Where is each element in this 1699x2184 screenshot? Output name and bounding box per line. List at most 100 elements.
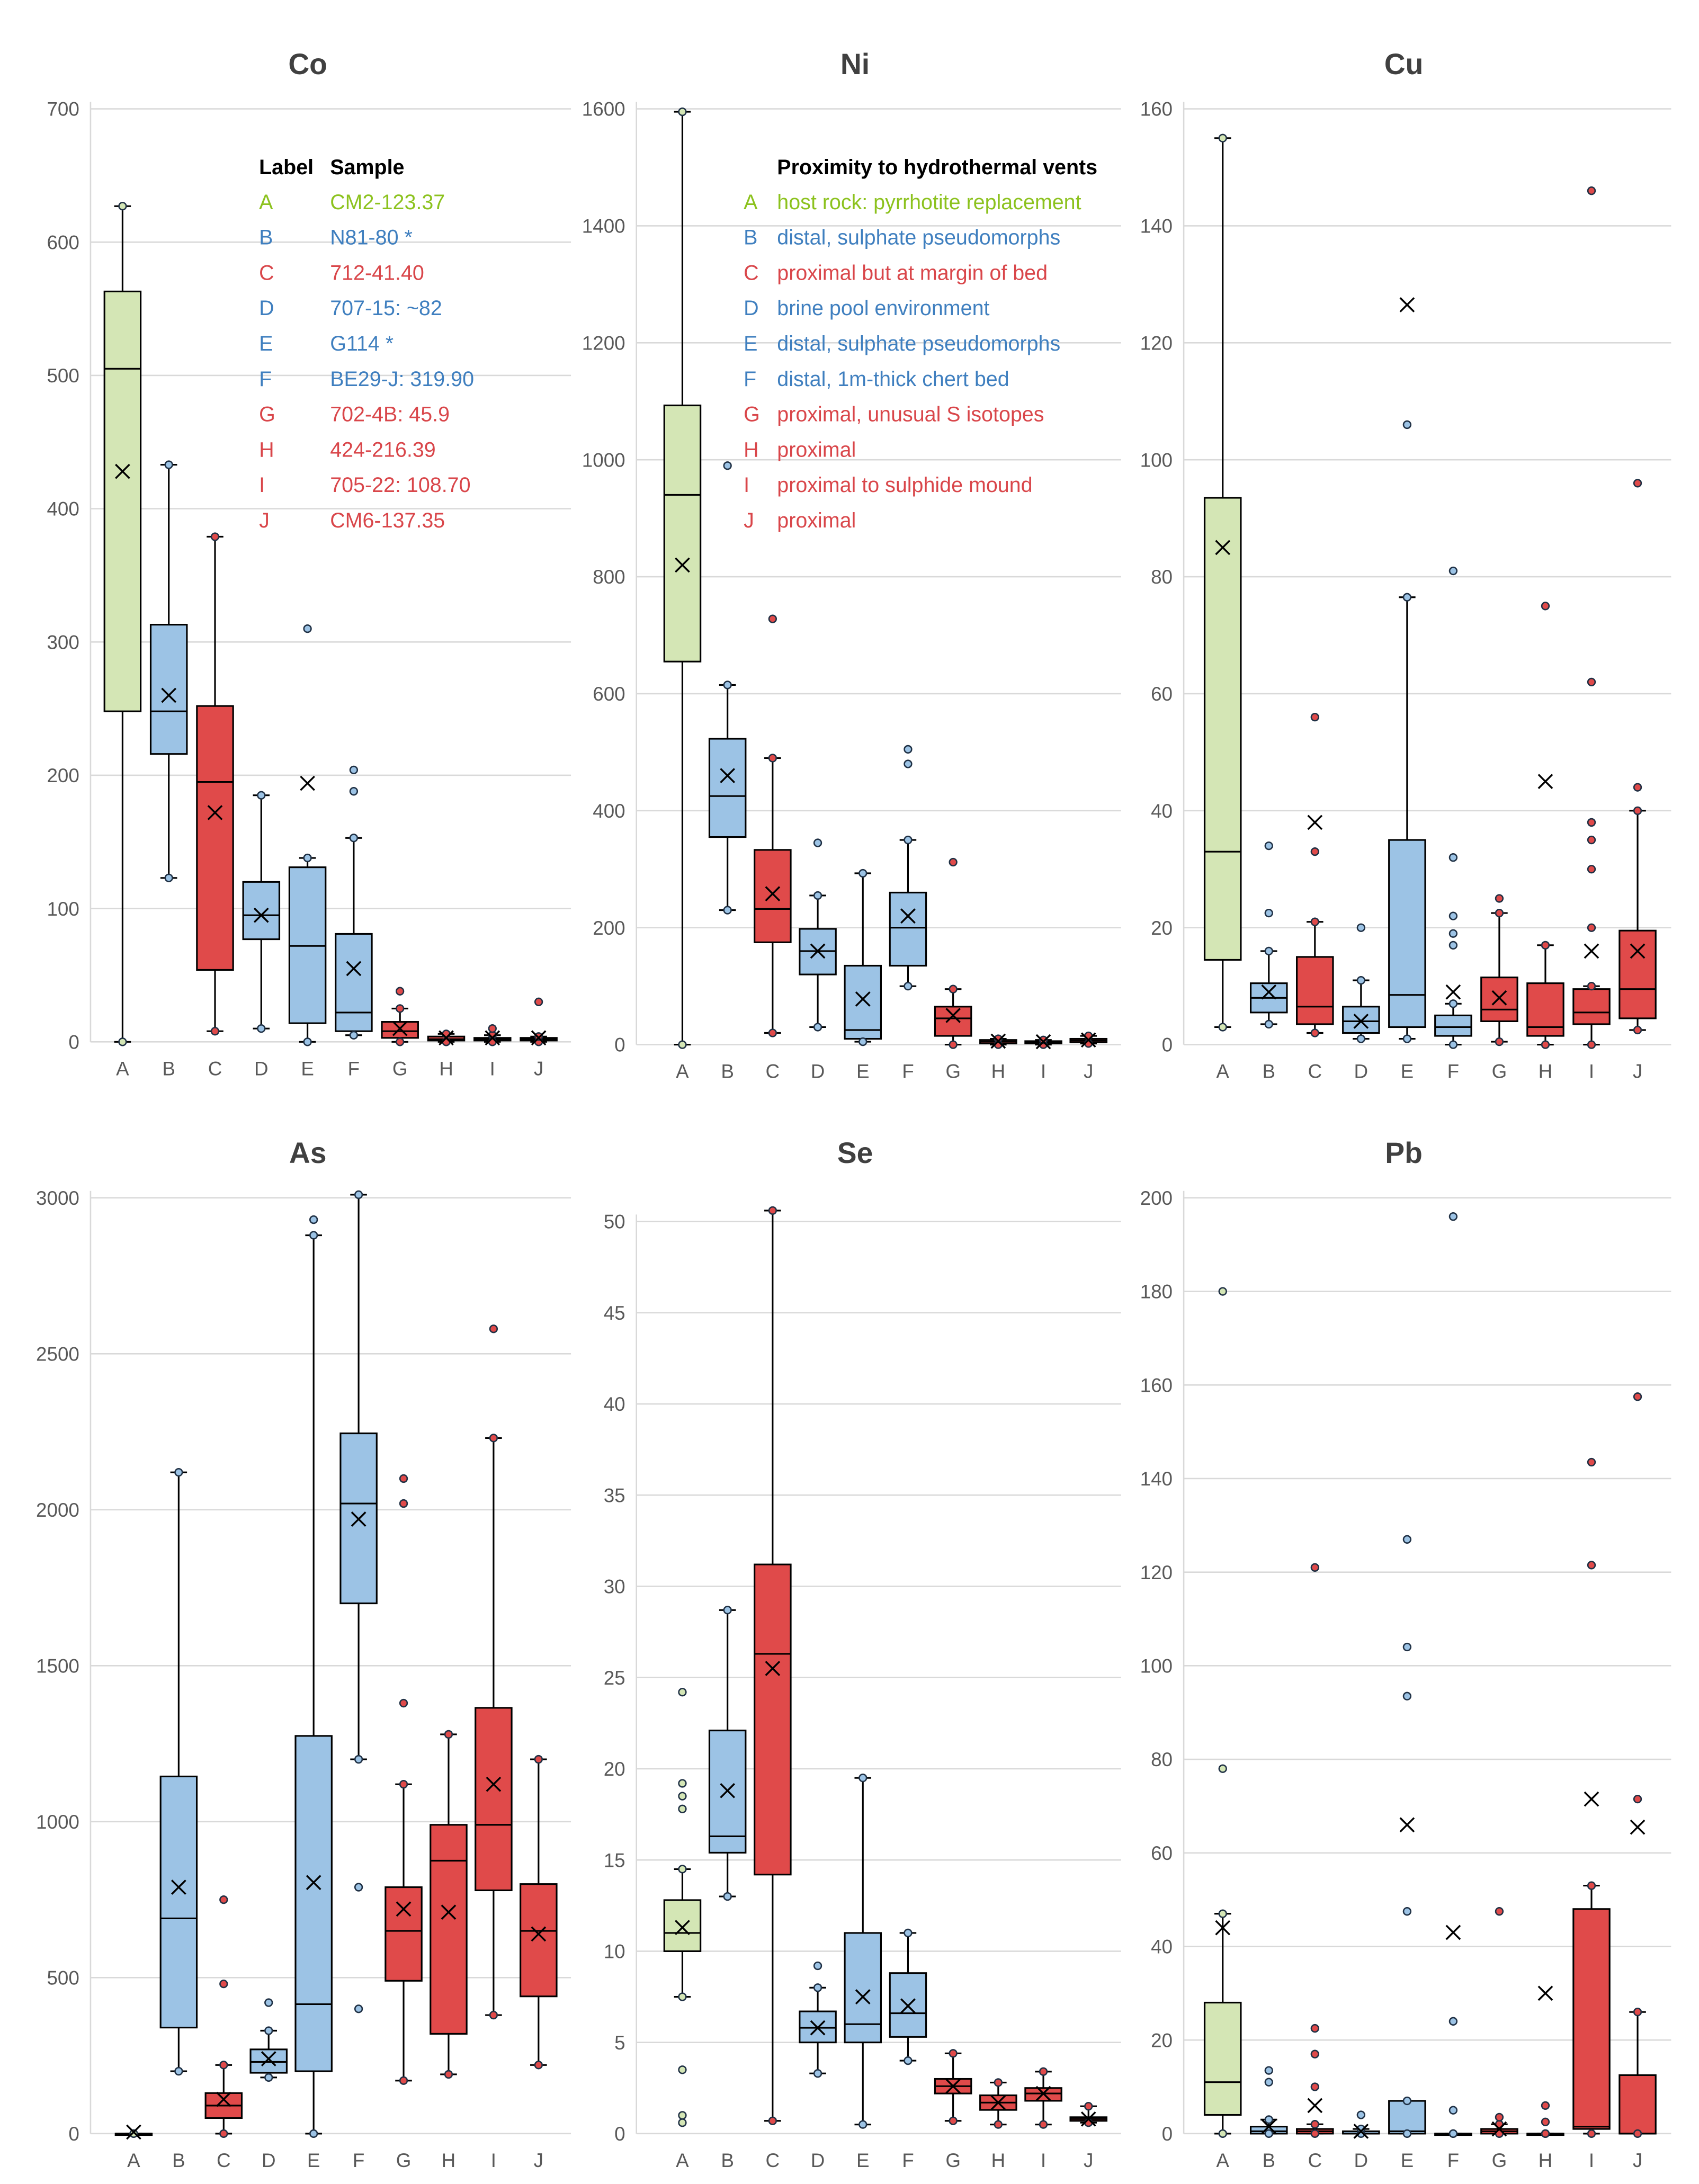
data-point	[1039, 2120, 1048, 2129]
x-tick-label: H	[439, 1058, 453, 1079]
mean-marker	[485, 1030, 500, 1046]
data-point	[1402, 2129, 1412, 2138]
y-tick-label: 80	[1151, 1749, 1173, 1770]
mean-marker	[261, 2051, 276, 2066]
legend-sample: CM6-137.35	[330, 509, 445, 532]
data-point	[678, 1688, 687, 1697]
panel-se: Se 0 5 10 15 20 25 30 35 40 45 50 A B C D E F G H I J	[604, 1136, 1121, 2171]
data-point	[1448, 2106, 1458, 2115]
data-point	[1264, 2129, 1273, 2138]
data-point	[1084, 2102, 1093, 2111]
mean-marker	[1399, 297, 1415, 312]
data-point	[1448, 1212, 1458, 1221]
data-point	[354, 1190, 363, 1200]
mean-marker	[810, 943, 826, 959]
y-tick-label: 120	[1140, 332, 1173, 354]
data-point	[904, 835, 913, 845]
y-tick-label: 40	[1151, 800, 1173, 822]
mean-x-stroke	[1445, 984, 1461, 1000]
data-point	[1541, 602, 1550, 611]
box-D	[1342, 1006, 1380, 1034]
data-point	[219, 2129, 228, 2138]
data-point	[396, 1037, 405, 1046]
data-point	[949, 2116, 958, 2125]
data-point	[396, 987, 405, 996]
mean-x-stroke	[441, 1904, 457, 1920]
data-point	[174, 2066, 183, 2076]
data-point	[1264, 946, 1273, 956]
mean-marker	[486, 1776, 502, 1792]
mean-x-stroke	[1080, 2111, 1096, 2127]
mean-marker	[1353, 2124, 1369, 2139]
x-tick-label: G	[1492, 1061, 1507, 1082]
mean-marker	[1445, 1925, 1461, 1940]
x-tick-label: D	[262, 2150, 276, 2171]
mean-marker	[1491, 2121, 1507, 2137]
x-tick-label: B	[1262, 2150, 1275, 2171]
data-point	[1448, 999, 1458, 1008]
data-point	[303, 853, 312, 863]
data-point	[210, 1027, 220, 1036]
mean-marker	[720, 768, 736, 783]
box-G	[384, 1886, 423, 1982]
x-tick-label: G	[1492, 2150, 1507, 2171]
mean-x-stroke	[253, 907, 269, 923]
x-tick-label: I	[1041, 1061, 1046, 1082]
mean-marker	[531, 1030, 547, 1046]
x-tick-label: J	[1084, 2150, 1093, 2171]
mean-marker	[300, 775, 315, 791]
x-tick-label: D	[811, 2150, 825, 2171]
legend-description: distal, 1m-thick chert bed	[777, 368, 1009, 391]
data-point	[1633, 1392, 1642, 1401]
data-point	[489, 2010, 498, 2020]
mean-x-stroke	[1307, 814, 1323, 830]
data-point	[1402, 1691, 1412, 1700]
x-tick-label: C	[766, 2150, 780, 2171]
mean-marker	[1630, 943, 1646, 959]
y-tick-label: 2500	[36, 1343, 79, 1365]
data-point	[1039, 1035, 1048, 1044]
data-point	[309, 1231, 318, 1240]
data-point	[1541, 941, 1550, 950]
y-tick-label: 3000	[36, 1187, 79, 1209]
mean-x-stroke	[531, 1926, 547, 1942]
mean-marker	[396, 1901, 412, 1917]
mean-marker	[1215, 1920, 1231, 1936]
data-point	[396, 1004, 405, 1013]
data-point	[1356, 923, 1365, 932]
legend-label: E	[259, 332, 273, 355]
y-tick-label: 35	[604, 1484, 625, 1506]
data-point	[859, 2120, 868, 2129]
mean-x-stroke	[900, 908, 916, 924]
mean-marker	[1035, 1034, 1051, 1050]
data-point	[678, 1040, 687, 1049]
x-tick-label: A	[1216, 2150, 1229, 2171]
data-point	[1402, 1535, 1412, 1544]
data-point	[129, 2129, 138, 2138]
data-point	[768, 614, 777, 623]
y-tick-label: 1000	[582, 449, 625, 471]
data-point	[444, 1730, 453, 1739]
y-tick-label: 40	[1151, 1936, 1173, 1958]
mean-x-stroke	[1630, 1819, 1646, 1835]
mean-marker	[207, 805, 223, 820]
x-tick-label: D	[1354, 1061, 1369, 1082]
data-point	[994, 2078, 1003, 2087]
data-point	[1587, 982, 1596, 991]
legend-header-label: Label	[259, 156, 314, 179]
box-I	[1572, 1908, 1611, 2130]
data-point	[949, 1040, 958, 1049]
x-tick-label: C	[1308, 2150, 1322, 2171]
box-A	[663, 1899, 702, 1952]
x-tick-label: J	[1633, 2150, 1642, 2171]
data-point	[1310, 2120, 1319, 2129]
box-D	[242, 881, 281, 941]
x-tick-label: H	[442, 2150, 456, 2171]
data-point	[1310, 712, 1319, 722]
mean-x-stroke	[300, 775, 315, 791]
mean-marker	[1584, 1791, 1599, 1807]
data-point	[349, 787, 359, 796]
data-point	[118, 202, 127, 211]
